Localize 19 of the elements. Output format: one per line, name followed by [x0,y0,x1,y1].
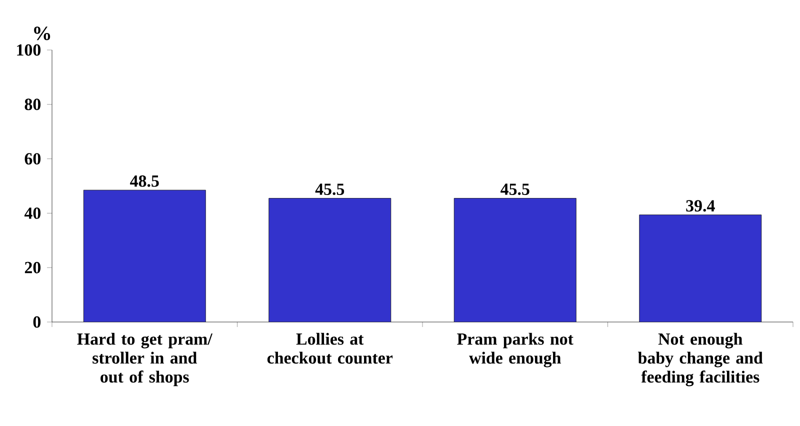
bar [454,198,576,322]
bar [268,198,391,322]
y-tick-label: 80 [24,98,41,110]
bar [84,190,206,322]
y-tick-label: 0 [33,316,41,328]
data-label: 48.5 [130,175,159,187]
data-label: 39.4 [686,200,715,212]
y-axis-title: % [34,26,50,40]
x-tick-label: Hard to get pram/ stroller in and out of shops [77,332,213,386]
data-label: 45.5 [500,184,530,196]
x-tick-label: Pram parks not wide enough [457,332,574,368]
y-tick-label: 100 [17,44,41,56]
y-tick-label: 20 [24,262,41,274]
x-tick-label: Not enough baby change and feeding facilities [638,332,763,386]
bar [639,214,762,322]
y-tick-label: 40 [24,207,41,219]
y-tick-label: 60 [24,153,41,165]
x-tick-label: Lollies at checkout counter [267,332,393,364]
data-label: 45.5 [315,184,344,196]
